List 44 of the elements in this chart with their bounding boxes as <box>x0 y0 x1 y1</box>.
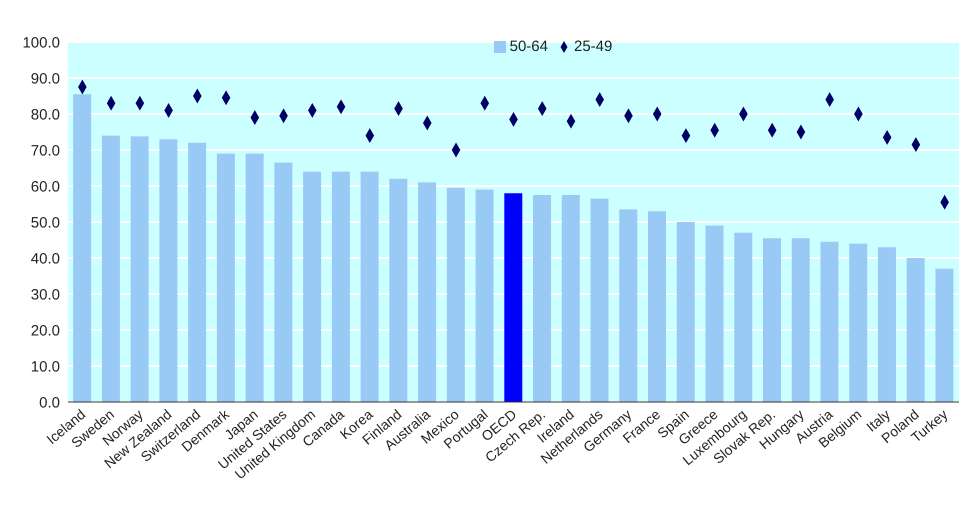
bar <box>159 139 178 402</box>
bar <box>476 190 494 402</box>
bar <box>303 172 322 402</box>
bar <box>274 162 292 402</box>
y-tick-label: 40.0 <box>30 250 60 268</box>
bar <box>216 154 235 402</box>
bar <box>562 195 580 402</box>
y-tick-label: 10.0 <box>30 358 60 376</box>
y-tick-label: 100.0 <box>22 34 60 52</box>
bar <box>676 222 695 402</box>
bar <box>792 238 810 402</box>
bar <box>130 136 149 402</box>
y-tick-label: 20.0 <box>30 322 60 340</box>
bar <box>619 209 638 402</box>
bar <box>906 258 925 402</box>
y-tick-label: 30.0 <box>30 286 60 304</box>
bar <box>935 268 954 402</box>
bar <box>849 244 868 402</box>
bar <box>762 238 781 402</box>
bar <box>246 154 264 402</box>
y-tick-label: 80.0 <box>30 106 60 124</box>
y-tick-label: 60.0 <box>30 178 60 196</box>
bar <box>360 172 379 402</box>
bar <box>73 94 92 402</box>
bar <box>590 198 609 402</box>
bar <box>188 142 206 402</box>
bar <box>705 226 724 402</box>
bar <box>102 136 120 402</box>
legend-label: 25-49 <box>574 38 612 55</box>
bar <box>332 172 350 402</box>
bar <box>734 232 752 402</box>
bar <box>648 211 666 402</box>
bar <box>533 195 552 402</box>
legend-label: 50-64 <box>510 38 548 55</box>
bar <box>446 188 465 402</box>
bar <box>389 178 408 402</box>
y-tick-label: 50.0 <box>30 214 60 232</box>
bar <box>820 242 838 402</box>
bar <box>418 182 436 402</box>
y-tick-label: 90.0 <box>30 70 60 88</box>
y-tick-label: 70.0 <box>30 142 60 160</box>
bar <box>504 193 522 402</box>
y-tick-label: 0.0 <box>39 394 60 412</box>
bar <box>878 247 896 402</box>
